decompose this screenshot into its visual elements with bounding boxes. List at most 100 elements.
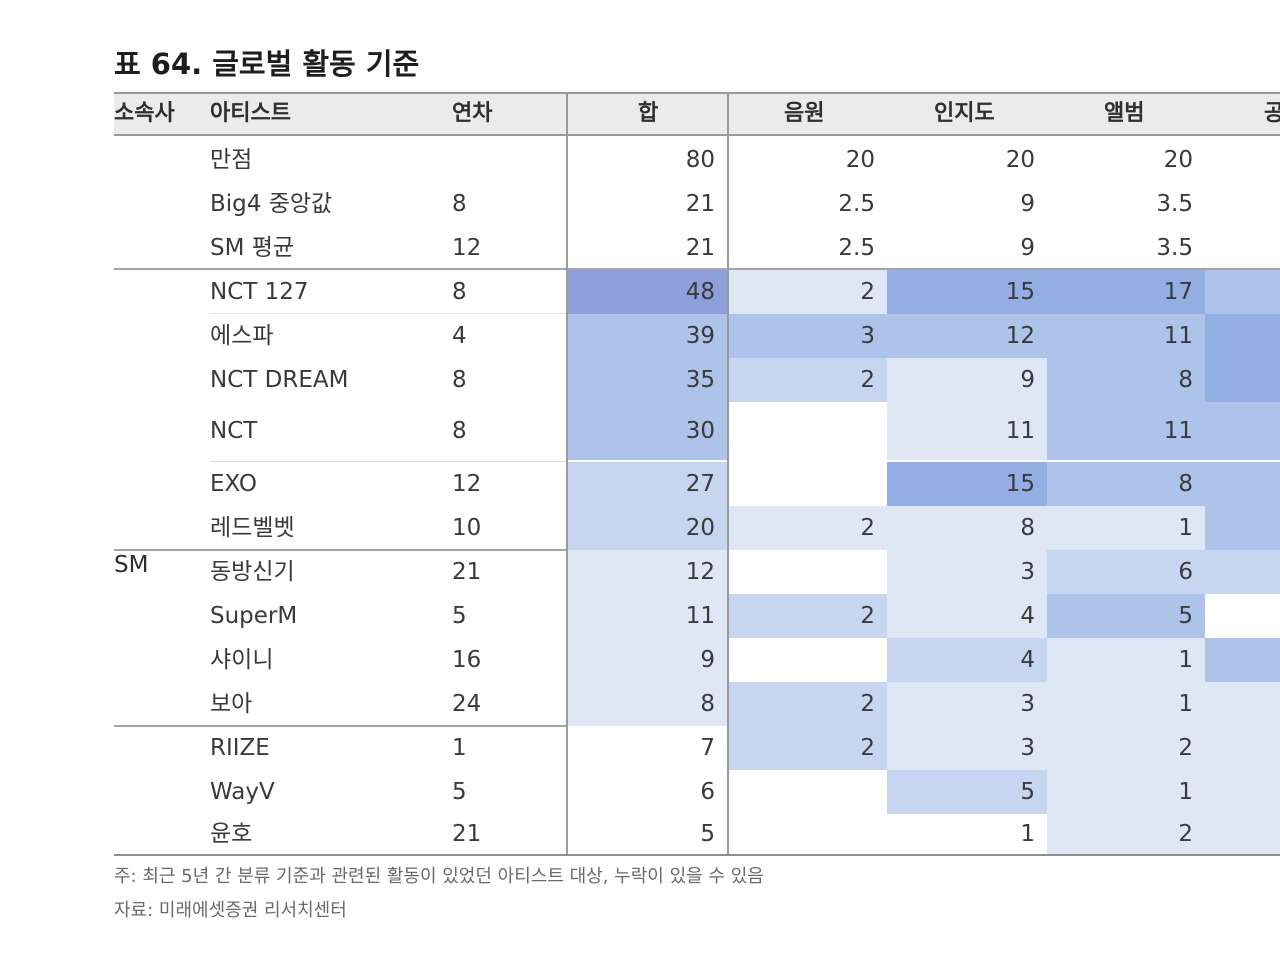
score-album: 8 <box>1047 358 1205 402</box>
score-sum: 39 <box>568 314 727 358</box>
score-concert <box>1205 638 1280 682</box>
reference-music: 20 <box>845 147 875 173</box>
score-recognition: 3 <box>887 550 1047 594</box>
artist-name: WayV <box>210 779 275 805</box>
score-music: 2 <box>729 358 887 402</box>
row-separator <box>114 549 566 551</box>
score-recognition: 15 <box>887 270 1047 314</box>
score-sum: 7 <box>568 726 727 770</box>
header-music: 음원 <box>784 101 825 126</box>
score-concert <box>1205 270 1280 314</box>
score-recognition: 8 <box>887 506 1047 550</box>
score-album: 5 <box>1047 594 1205 638</box>
row-separator <box>210 461 566 462</box>
footnote: 주: 최근 5년 간 분류 기준과 관련된 활동이 있었던 아티스트 대상, 누… <box>114 866 764 887</box>
artist-name: NCT DREAM <box>210 367 349 393</box>
score-recognition: 15 <box>887 462 1047 506</box>
reference-sum: 21 <box>685 191 715 217</box>
reference-album: 20 <box>1163 147 1193 173</box>
score-music <box>729 402 887 460</box>
score-recognition: 5 <box>887 770 1047 814</box>
score-sum: 9 <box>568 638 727 682</box>
artist-name: EXO <box>210 471 257 497</box>
artist-name: 보아 <box>210 691 253 717</box>
score-recognition: 4 <box>887 638 1047 682</box>
artist-years: 21 <box>452 559 482 585</box>
score-music <box>729 638 887 682</box>
score-sum: 8 <box>568 682 727 726</box>
score-music <box>729 770 887 814</box>
artist-name: 에스파 <box>210 323 274 349</box>
header-album: 앨범 <box>1104 101 1145 126</box>
score-album: 1 <box>1047 682 1205 726</box>
score-recognition: 3 <box>887 682 1047 726</box>
score-recognition: 1 <box>887 814 1047 854</box>
score-sum: 48 <box>568 270 727 314</box>
score-album: 17 <box>1047 270 1205 314</box>
table-bottom-border <box>114 854 1280 856</box>
artist-years: 5 <box>452 779 467 805</box>
score-sum: 30 <box>568 402 727 460</box>
source-note: 자료: 미래에셋증권 리서치센터 <box>114 900 347 921</box>
score-sum: 6 <box>568 770 727 814</box>
score-music <box>729 462 887 506</box>
header-artist: 아티스트 <box>210 101 291 126</box>
artist-years: 4 <box>452 323 467 349</box>
reference-artist: 만점 <box>210 147 253 173</box>
score-concert <box>1205 594 1280 638</box>
score-album: 11 <box>1047 314 1205 358</box>
artist-name: NCT 127 <box>210 279 309 305</box>
score-recognition: 3 <box>887 726 1047 770</box>
score-recognition: 12 <box>887 314 1047 358</box>
score-concert <box>1205 314 1280 358</box>
reference-years <box>452 138 562 182</box>
reference-album: 3.5 <box>1156 191 1193 217</box>
header-sum: 합 <box>638 101 659 126</box>
score-concert <box>1205 402 1280 460</box>
artist-name: 윤호 <box>210 821 253 847</box>
score-album: 6 <box>1047 550 1205 594</box>
reference-recognition: 9 <box>1020 235 1035 261</box>
artist-years: 1 <box>452 735 467 761</box>
header-recognition: 인지도 <box>934 101 995 126</box>
column-divider-music <box>727 92 729 856</box>
row-separator <box>210 313 566 314</box>
reference-artist: SM 평균 <box>210 235 295 261</box>
score-album: 2 <box>1047 814 1205 854</box>
score-music <box>729 814 887 854</box>
artist-years: 8 <box>452 279 467 305</box>
artist-years: 8 <box>452 367 467 393</box>
score-music <box>729 550 887 594</box>
reference-music: 2.5 <box>838 191 875 217</box>
score-music: 2 <box>729 682 887 726</box>
artist-years: 8 <box>452 418 467 444</box>
score-sum: 12 <box>568 550 727 594</box>
score-sum: 35 <box>568 358 727 402</box>
score-album: 1 <box>1047 506 1205 550</box>
score-album: 11 <box>1047 402 1205 460</box>
score-album: 1 <box>1047 770 1205 814</box>
artist-name: 동방신기 <box>210 559 295 585</box>
artist-name: SuperM <box>210 603 298 629</box>
header-concert: 공 <box>1264 101 1280 126</box>
row-separator <box>210 356 211 357</box>
score-album: 1 <box>1047 638 1205 682</box>
score-concert <box>1205 506 1280 550</box>
score-sum: 20 <box>568 506 727 550</box>
score-music: 3 <box>729 314 887 358</box>
reference-years: 12 <box>452 235 482 261</box>
artist-name: 레드벨벳 <box>210 515 295 541</box>
score-concert <box>1205 462 1280 506</box>
artist-name: NCT <box>210 418 258 444</box>
reference-recognition: 20 <box>1005 147 1035 173</box>
artist-years: 10 <box>452 515 482 541</box>
artist-years: 21 <box>452 821 482 847</box>
reference-album: 3.5 <box>1156 235 1193 261</box>
score-concert <box>1205 770 1280 814</box>
score-concert <box>1205 814 1280 854</box>
score-concert <box>1205 550 1280 594</box>
reference-sum: 80 <box>685 147 715 173</box>
reference-artist: Big4 중앙값 <box>210 191 333 217</box>
artist-years: 5 <box>452 603 467 629</box>
